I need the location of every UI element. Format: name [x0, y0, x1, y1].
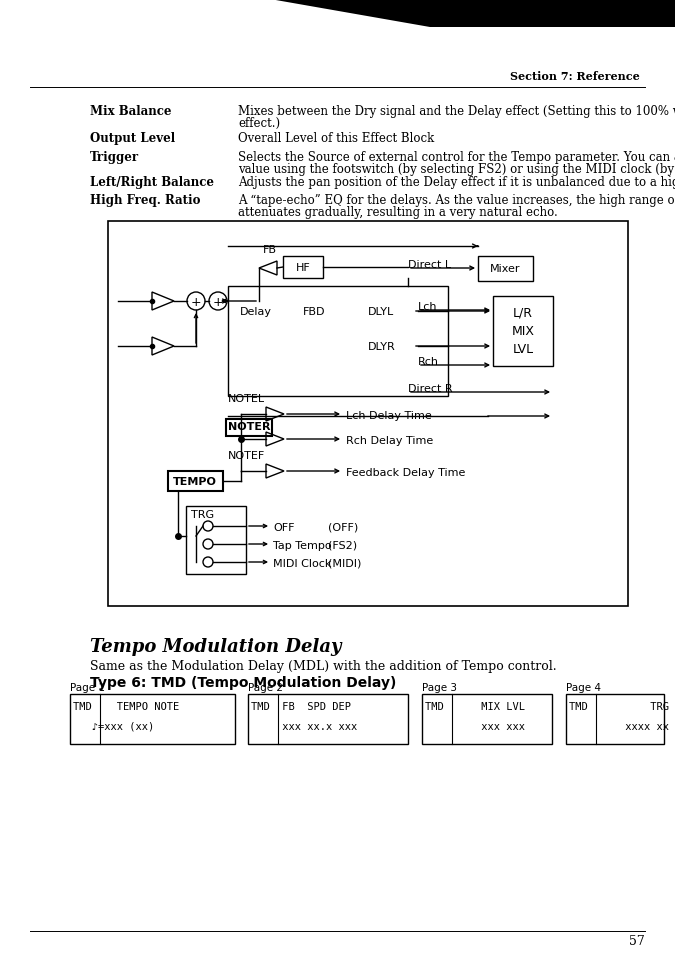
- Text: Page 4: Page 4: [566, 682, 601, 692]
- Text: Overall Level of this Effect Block: Overall Level of this Effect Block: [238, 132, 434, 145]
- Bar: [70, 695, 235, 744]
- Text: 57: 57: [629, 934, 645, 947]
- Text: Section 7: Reference: Section 7: Reference: [510, 71, 640, 82]
- Text: Adjusts the pan position of the Delay effect if it is unbalanced due to a high D: Adjusts the pan position of the Delay ef…: [238, 175, 675, 189]
- Text: NOTEL: NOTEL: [228, 394, 265, 403]
- Text: value using the footswitch (by selecting FS2) or using the MIDI clock (by select: value using the footswitch (by selecting…: [238, 163, 675, 175]
- Text: NOTER: NOTER: [228, 421, 271, 432]
- Text: xxx xx.x xxx: xxx xx.x xxx: [251, 721, 357, 731]
- Bar: [228, 287, 448, 396]
- Text: Delay: Delay: [240, 307, 272, 316]
- Text: LVL: LVL: [512, 343, 533, 355]
- Text: Type 6: TMD (Tempo Modulation Delay): Type 6: TMD (Tempo Modulation Delay): [90, 676, 396, 689]
- Bar: [283, 256, 323, 278]
- Text: +: +: [213, 295, 223, 308]
- Text: Tap Tempo: Tap Tempo: [273, 540, 331, 551]
- Text: (MIDI): (MIDI): [328, 558, 361, 568]
- Text: TRG: TRG: [191, 510, 214, 519]
- Text: MIX: MIX: [512, 325, 535, 337]
- Text: effect.): effect.): [238, 117, 280, 130]
- Text: Mixer: Mixer: [490, 264, 520, 274]
- Text: DLYL: DLYL: [368, 307, 394, 316]
- Text: OFF: OFF: [273, 522, 294, 533]
- Text: FBD: FBD: [303, 307, 325, 316]
- Text: xxxx xx: xxxx xx: [569, 721, 669, 731]
- Text: A “tape-echo” EQ for the delays. As the value increases, the high range of the r: A “tape-echo” EQ for the delays. As the …: [238, 193, 675, 207]
- Text: (OFF): (OFF): [328, 522, 358, 533]
- Text: FB: FB: [263, 245, 277, 254]
- Text: High Freq. Ratio: High Freq. Ratio: [90, 193, 200, 207]
- Text: TMD  FB  SPD DEP: TMD FB SPD DEP: [251, 701, 351, 711]
- Text: Rch: Rch: [418, 356, 439, 367]
- Text: TMD          TRG HF: TMD TRG HF: [569, 701, 675, 711]
- Bar: [186, 506, 246, 575]
- Text: DLYR: DLYR: [368, 341, 396, 352]
- Text: TMD    TEMPO NOTE: TMD TEMPO NOTE: [73, 701, 180, 711]
- Text: HF: HF: [296, 263, 310, 273]
- Text: Lch Delay Time: Lch Delay Time: [346, 411, 432, 420]
- Bar: [478, 256, 533, 282]
- Text: attenuates gradually, resulting in a very natural echo.: attenuates gradually, resulting in a ver…: [238, 206, 558, 219]
- Text: Mix Balance: Mix Balance: [90, 105, 171, 118]
- Text: ♪=xxx (xx): ♪=xxx (xx): [73, 721, 155, 731]
- Text: Selects the Source of external control for the Tempo parameter. You can adjust t: Selects the Source of external control f…: [238, 151, 675, 164]
- Bar: [168, 472, 223, 492]
- Text: Mixes between the Dry signal and the Delay effect (Setting this to 100% will pro: Mixes between the Dry signal and the Del…: [238, 105, 675, 118]
- Text: Feedback Delay Time: Feedback Delay Time: [346, 468, 465, 477]
- Text: MIDI Clock: MIDI Clock: [273, 558, 331, 568]
- Bar: [108, 222, 628, 606]
- Text: Lch: Lch: [418, 302, 437, 312]
- Text: Page 1: Page 1: [70, 682, 105, 692]
- Text: TMD      MIX LVL: TMD MIX LVL: [425, 701, 525, 711]
- Text: Tempo Modulation Delay: Tempo Modulation Delay: [90, 638, 342, 656]
- Text: NOTEF: NOTEF: [228, 451, 265, 460]
- Bar: [566, 695, 664, 744]
- Bar: [248, 695, 408, 744]
- Text: Direct L: Direct L: [408, 260, 451, 270]
- Text: Same as the Modulation Delay (MDL) with the addition of Tempo control.: Same as the Modulation Delay (MDL) with …: [90, 659, 557, 672]
- Bar: [226, 419, 272, 436]
- Bar: [422, 695, 552, 744]
- Text: (FS2): (FS2): [328, 540, 357, 551]
- Text: xxx xxx: xxx xxx: [425, 721, 525, 731]
- Text: Left/Right Balance: Left/Right Balance: [90, 175, 214, 189]
- Text: Page 3: Page 3: [422, 682, 457, 692]
- Text: +: +: [190, 295, 201, 308]
- Text: TEMPO: TEMPO: [173, 476, 217, 486]
- Text: Rch Delay Time: Rch Delay Time: [346, 436, 433, 446]
- Bar: [493, 296, 553, 367]
- Polygon shape: [270, 0, 675, 28]
- Text: Direct R: Direct R: [408, 384, 453, 394]
- Text: L/R: L/R: [513, 307, 533, 319]
- Text: Trigger: Trigger: [90, 151, 139, 164]
- Text: Output Level: Output Level: [90, 132, 175, 145]
- Text: Page 2: Page 2: [248, 682, 283, 692]
